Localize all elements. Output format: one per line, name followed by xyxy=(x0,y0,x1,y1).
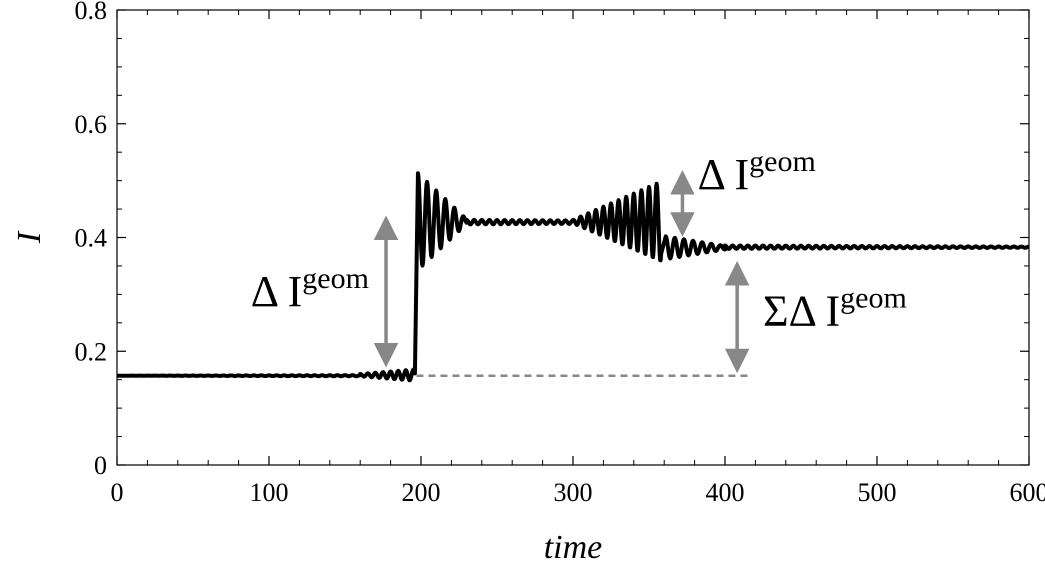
y-tick-label-0: 0 xyxy=(94,451,107,480)
x-tick-label-600: 600 xyxy=(1010,478,1045,507)
plot-frame xyxy=(116,9,1030,466)
x-tick-label-300: 300 xyxy=(554,478,593,507)
y-tick-label-0.2: 0.2 xyxy=(75,337,108,366)
x-tick-label-400: 400 xyxy=(706,478,745,507)
x-tick-label-100: 100 xyxy=(250,478,289,507)
annotation-label-1: Δ Igeom xyxy=(698,145,816,199)
x-tick-label-200: 200 xyxy=(402,478,441,507)
annotation-label-2: ΣΔ Igeom xyxy=(763,282,907,336)
x-tick-label-500: 500 xyxy=(858,478,897,507)
series-line-0 xyxy=(115,171,1031,383)
y-tick-label-0.8: 0.8 xyxy=(75,0,108,25)
x-tick-label-0: 0 xyxy=(111,478,124,507)
y-tick-label-0.6: 0.6 xyxy=(75,110,108,139)
annotation-label-0: Δ Igeom xyxy=(251,262,369,316)
x-axis-title: time xyxy=(544,529,603,566)
y-tick-label-0.4: 0.4 xyxy=(75,224,108,253)
y-axis-title: I xyxy=(11,230,48,244)
